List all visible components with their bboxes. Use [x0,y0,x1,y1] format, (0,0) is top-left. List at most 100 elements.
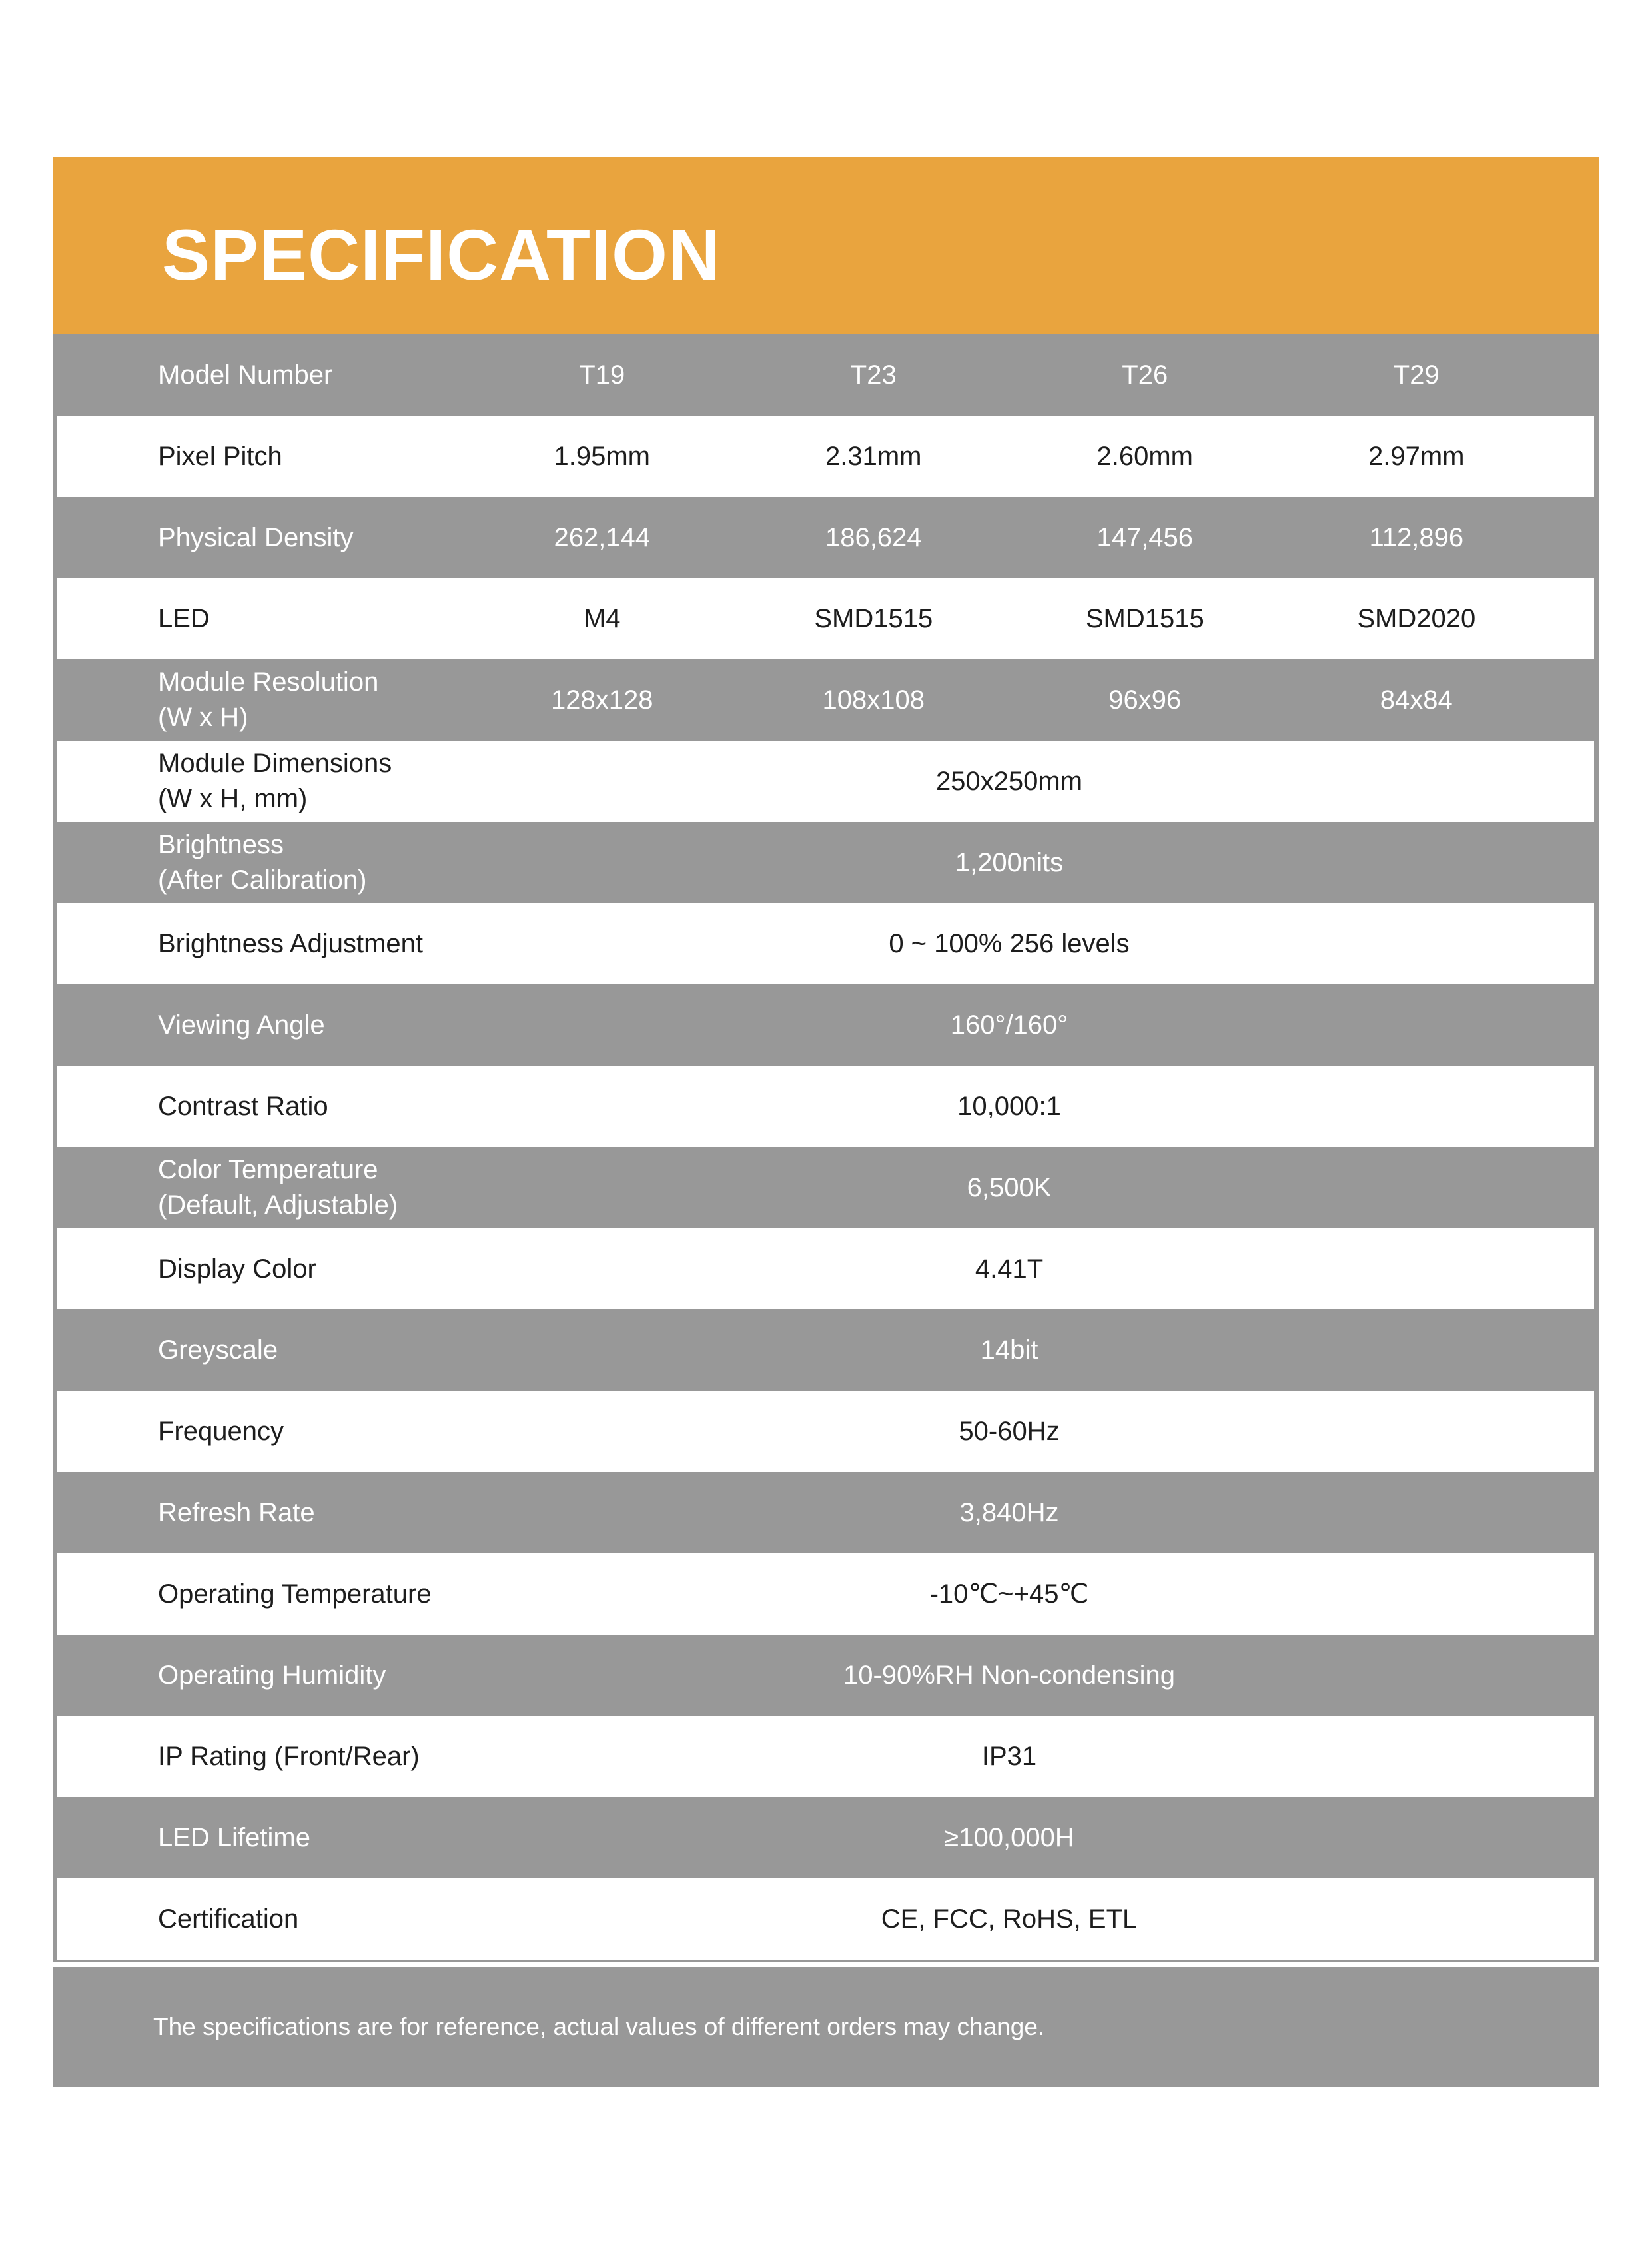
row-value: M4 [583,603,621,633]
row-label-line1: IP Rating (Front/Rear) [158,1741,420,1771]
row-value-spanning: ≥100,000H [944,1822,1074,1852]
table-row: Certification CE, FCC, RoHS, ETL [53,1878,1599,1960]
row-label-line1: Operating Humidity [158,1660,386,1690]
row-label-line1: Color Temperature [158,1155,378,1184]
row-value: SMD1515 [814,603,933,633]
row-label-line2: (W x H, mm) [158,784,308,813]
row-label-line1: Pixel Pitch [158,441,282,471]
row-value: 1.95mm [554,441,651,471]
row-value: 262,144 [554,522,651,552]
table-row: Greyscale 14bit [53,1309,1599,1391]
row-value-spanning: 0 ~ 100% 256 levels [889,929,1130,958]
row-label-line1: Module Dimensions [158,749,392,778]
table-row: Contrast Ratio 10,000:1 [53,1066,1599,1147]
table-row: Physical Density 262,144 186,624 147,456 112… [53,497,1599,578]
spec-sheet: SPECIFICATION Model Number T19 T23 T26 T29 Pi… [53,157,1599,2087]
table-header-row: Model Number T19 T23 T26 T29 [53,334,1599,416]
row-label: Contrast Ratio [53,1089,466,1124]
table-row: Operating Humidity 10-90%RH Non-condensin… [53,1635,1599,1716]
row-label-line1: Refresh Rate [158,1497,315,1527]
row-value: SMD1515 [1085,603,1204,633]
table-row: Module Dimensions (W x H, mm) 250x250mm [53,741,1599,822]
row-label: LED [53,601,466,637]
row-value-spanning: 14bit [980,1335,1038,1365]
table-row: Refresh Rate 3,840Hz [53,1472,1599,1553]
footer-note-text: The specifications are for reference, ac… [153,2013,1045,2040]
page-title: SPECIFICATION [162,214,721,295]
row-label: Model Number [53,358,466,393]
row-value-spanning: -10℃~+45℃ [929,1579,1089,1609]
row-label: LED Lifetime [53,1820,466,1856]
row-label: IP Rating (Front/Rear) [53,1739,466,1774]
table-row: Viewing Angle 160°/160° [53,984,1599,1066]
row-value-spanning: 160°/160° [950,1010,1068,1040]
row-value-spanning: 250x250mm [935,766,1083,796]
row-value: 108x108 [822,685,925,715]
row-value: 84x84 [1380,685,1453,715]
row-label-line1: Frequency [158,1416,284,1446]
row-label-line1: Brightness [158,830,284,859]
row-value: 147,456 [1096,522,1194,552]
row-label: Color Temperature (Default, Adjustable) [53,1152,466,1223]
row-label: Physical Density [53,520,466,556]
row-value: T23 [850,360,897,390]
row-value-spanning: 50-60Hz [959,1416,1060,1446]
row-value-spanning: 10-90%RH Non-condensing [843,1660,1176,1690]
row-value-spanning: IP31 [981,1741,1037,1771]
row-label: Module Resolution (W x H) [53,665,466,735]
row-label-line1: Display Color [158,1254,316,1284]
row-value: T26 [1122,360,1168,390]
row-label-line1: LED [158,603,210,633]
row-value-spanning: 10,000:1 [957,1091,1061,1121]
row-label-line2: (After Calibration) [158,865,367,895]
row-label-line1: Module Resolution [158,667,379,697]
table-row: LED Lifetime ≥100,000H [53,1797,1599,1878]
row-value: 96x96 [1108,685,1182,715]
row-value: T19 [579,360,625,390]
row-label-line1: LED Lifetime [158,1822,310,1852]
row-value: 128x128 [551,685,653,715]
row-value-spanning: CE, FCC, RoHS, ETL [881,1904,1138,1934]
row-value: 2.31mm [825,441,922,471]
spec-table-body: Model Number T19 T23 T26 T29 Pixel Pitch 1.95m… [53,334,1599,1962]
table-row: Display Color 4.41T [53,1228,1599,1309]
row-label: Operating Temperature [53,1577,466,1612]
row-label: Frequency [53,1414,466,1449]
row-label: Operating Humidity [53,1658,466,1693]
row-label: Certification [53,1902,466,1937]
table-row: Operating Temperature -10℃~+45℃ [53,1553,1599,1635]
row-label: Viewing Angle [53,1008,466,1043]
row-value: SMD2020 [1357,603,1476,633]
row-label: Brightness (After Calibration) [53,827,466,898]
table-row: Frequency 50-60Hz [53,1391,1599,1472]
table-row: Brightness (After Calibration) 1,200nits [53,822,1599,903]
row-value-spanning: 1,200nits [955,847,1064,877]
row-label-line1: Contrast Ratio [158,1091,328,1121]
row-label: Module Dimensions (W x H, mm) [53,746,466,817]
table-row: Module Resolution (W x H) 128x128 108x108 96… [53,659,1599,741]
row-label-line2: (W x H) [158,703,248,732]
row-label-line1: Viewing Angle [158,1010,325,1040]
row-value-spanning: 4.41T [975,1254,1044,1284]
spec-banner: SPECIFICATION [53,157,1599,334]
row-label-line1: Physical Density [158,522,354,552]
row-label-line1: Certification [158,1904,299,1934]
row-label-line1: Operating Temperature [158,1579,432,1609]
row-label-line1: Model Number [158,360,333,390]
row-value: 112,896 [1369,522,1464,552]
row-label-line1: Brightness Adjustment [158,929,423,958]
row-label: Refresh Rate [53,1495,466,1531]
row-value-spanning: 3,840Hz [959,1497,1059,1527]
row-label: Pixel Pitch [53,439,466,474]
row-label: Display Color [53,1252,466,1287]
row-value-spanning: 6,500K [967,1172,1052,1202]
row-value: T29 [1393,360,1440,390]
row-label: Brightness Adjustment [53,927,466,962]
row-label-line1: Greyscale [158,1335,278,1365]
table-row: Brightness Adjustment 0 ~ 100% 256 levels [53,903,1599,984]
table-row: Pixel Pitch 1.95mm 2.31mm 2.60mm 2.97mm [53,416,1599,497]
table-row: LED M4 SMD1515 SMD1515 SMD2020 [53,578,1599,659]
row-label: Greyscale [53,1333,466,1368]
row-value: 186,624 [825,522,922,552]
footer-note-block: The specifications are for reference, ac… [53,1967,1599,2087]
